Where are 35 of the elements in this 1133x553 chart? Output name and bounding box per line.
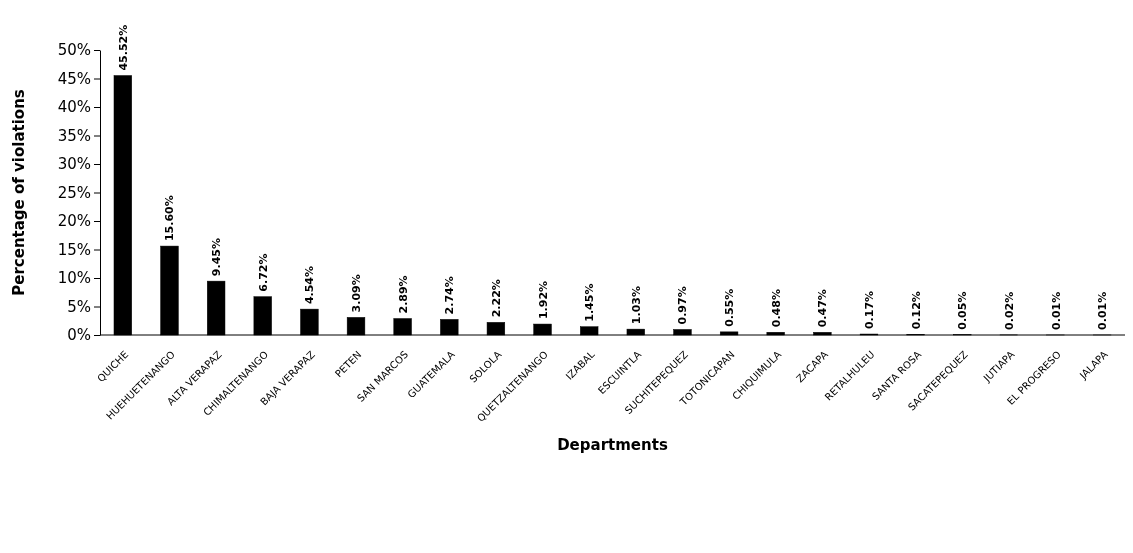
data-label: 0.47%: [816, 289, 830, 328]
data-label: 4.54%: [303, 265, 317, 305]
y-tick-label: 35%: [57, 126, 91, 145]
y-tick-label: 25%: [57, 183, 91, 202]
data-label: 0.97%: [676, 286, 690, 325]
data-label: 6.72%: [256, 253, 270, 292]
data-label: 0.05%: [956, 291, 970, 330]
y-tick-label: 50%: [57, 41, 91, 60]
data-label: 0.02%: [1002, 291, 1016, 330]
data-label: 1.92%: [536, 280, 550, 320]
data-label: 3.09%: [350, 274, 364, 313]
data-label: 45.52%: [116, 24, 130, 71]
y-tick-label: 30%: [57, 155, 91, 174]
y-tick-label: 15%: [57, 240, 91, 259]
y-tick-label: 5%: [67, 297, 91, 316]
data-label: 2.22%: [489, 279, 503, 318]
data-label: 1.03%: [629, 285, 643, 325]
x-axis-title: Departments: [557, 436, 668, 454]
y-tick-label: 10%: [57, 269, 91, 288]
data-label: 0.55%: [723, 288, 737, 327]
data-label: 2.89%: [396, 275, 410, 314]
y-tick-label: 0%: [67, 326, 91, 345]
y-tick-label: 20%: [57, 212, 91, 231]
y-tick-label: 40%: [57, 98, 91, 117]
data-label: 0.12%: [909, 291, 923, 330]
data-label: 1.45%: [583, 283, 597, 322]
data-label: 0.17%: [862, 290, 876, 330]
data-label: 0.48%: [769, 289, 783, 328]
y-axis-title: Percentage of violations: [10, 89, 28, 296]
y-tick-label: 45%: [57, 69, 91, 88]
data-label: 0.01%: [1096, 291, 1110, 330]
data-label: 15.60%: [163, 195, 177, 242]
data-label: 9.45%: [210, 237, 224, 277]
data-label: 0.01%: [1049, 291, 1063, 330]
data-label: 2.74%: [443, 276, 457, 315]
